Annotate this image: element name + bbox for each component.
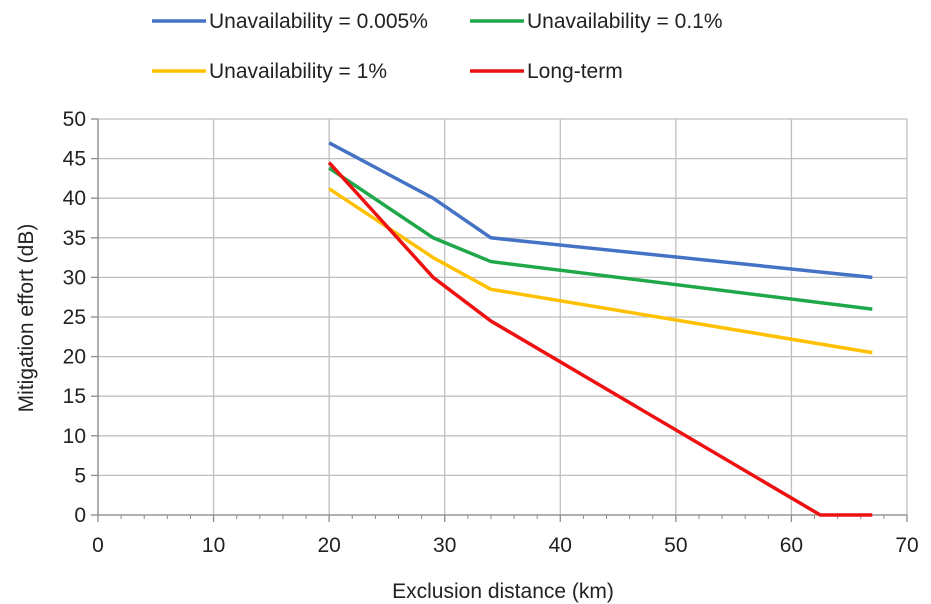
legend-label-4: Long-term xyxy=(527,60,623,83)
x-tick-label: 40 xyxy=(549,534,572,557)
y-tick-label: 5 xyxy=(74,464,86,487)
series-line-3 xyxy=(328,187,873,355)
x-axis-title: Exclusion distance (km) xyxy=(392,580,614,603)
x-tick-label: 70 xyxy=(895,534,918,557)
y-tick-label: 50 xyxy=(63,108,86,131)
x-tick-label: 0 xyxy=(92,534,104,557)
axes xyxy=(91,118,908,522)
series-line-1 xyxy=(328,141,873,280)
x-tick-label: 10 xyxy=(202,534,225,557)
legend-label-3: Unavailability = 1% xyxy=(209,60,387,83)
y-tick-label: 15 xyxy=(63,385,86,408)
y-tick-label: 40 xyxy=(63,187,86,210)
series-line-4 xyxy=(327,161,873,517)
y-tick-label: 30 xyxy=(63,266,86,289)
x-tick-label: 50 xyxy=(664,534,687,557)
tick-labels: 0 5 10 15 20 25 30 35 40 45 50 0 10 20 30 40 50 60 70 xyxy=(63,108,919,557)
legend: Unavailability = 0.005% Unavailability = … xyxy=(152,10,723,83)
series-line-2 xyxy=(328,166,873,311)
x-tick-label: 20 xyxy=(317,534,340,557)
y-tick-label: 0 xyxy=(74,504,86,527)
y-tick-label: 45 xyxy=(63,148,86,171)
legend-label-1: Unavailability = 0.005% xyxy=(209,10,428,33)
y-tick-label: 10 xyxy=(63,425,86,448)
x-tick-label: 60 xyxy=(780,534,803,557)
y-axis-title: Mitigation effort (dB) xyxy=(15,224,38,413)
series-lines xyxy=(327,141,873,517)
x-tick-label: 30 xyxy=(433,534,456,557)
gridlines xyxy=(97,118,908,516)
legend-label-2: Unavailability = 0.1% xyxy=(527,10,723,33)
y-tick-label: 20 xyxy=(63,346,86,369)
y-tick-label: 25 xyxy=(63,306,86,329)
y-tick-label: 35 xyxy=(63,227,86,250)
